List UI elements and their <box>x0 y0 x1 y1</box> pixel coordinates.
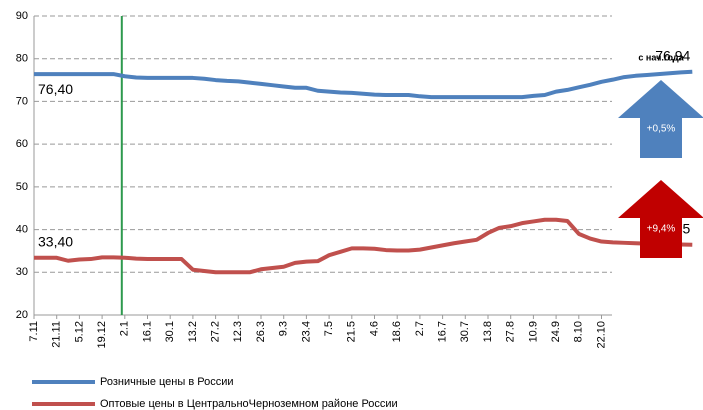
x-tick-label: 2.1 <box>119 321 131 336</box>
y-tick-label: 80 <box>16 53 28 65</box>
y-tick-label: 20 <box>16 309 28 321</box>
x-tick-label: 13.2 <box>187 321 199 342</box>
x-tick-label: 21.11 <box>51 321 63 348</box>
x-tick-label: 24.9 <box>550 321 562 342</box>
change-label: +9,4% <box>647 224 676 235</box>
x-tick-label: 9.3 <box>278 321 290 336</box>
x-tick-label: 30.1 <box>164 321 176 342</box>
series-line <box>34 69 693 100</box>
change-label: +0,5% <box>647 124 676 135</box>
x-tick-label: 30.7 <box>459 321 471 342</box>
x-tick-label: 2.7 <box>414 321 426 336</box>
x-tick-label: 18.6 <box>391 321 403 342</box>
x-tick-label: 7.5 <box>323 321 335 336</box>
x-tick-label: 5.12 <box>73 321 85 342</box>
x-tick-label: 21.5 <box>346 321 358 342</box>
x-tick-label: 7.11 <box>28 321 40 342</box>
y-tick-label: 60 <box>16 138 28 150</box>
y-tick-label: 90 <box>16 10 28 22</box>
x-tick-label: 23.4 <box>300 321 312 342</box>
series-line <box>34 217 693 275</box>
y-tick-label: 30 <box>16 266 28 278</box>
y-tick-label: 40 <box>16 223 28 235</box>
x-tick-label: 27.2 <box>210 321 222 342</box>
legend-label: Розничные цены в России <box>100 376 234 388</box>
y-tick-label: 70 <box>16 95 28 107</box>
change-arrow <box>618 180 703 258</box>
x-tick-label: 26.3 <box>255 321 267 342</box>
x-tick-label: 16.7 <box>437 321 449 342</box>
x-tick-label: 19.12 <box>96 321 108 349</box>
x-tick-label: 27.8 <box>505 321 517 342</box>
x-tick-label: 12.3 <box>232 321 244 342</box>
x-tick-label: 10.9 <box>527 321 539 342</box>
legend-label: Оптовые цены в ЦентральноЧерноземном рай… <box>100 398 398 410</box>
x-tick-label: 4.6 <box>368 321 380 336</box>
x-tick-label: 13.8 <box>482 321 494 342</box>
data-label: 76,40 <box>38 81 73 97</box>
x-tick-label: 8.10 <box>573 321 585 342</box>
x-tick-label: 22.10 <box>595 321 607 349</box>
y-tick-label: 50 <box>16 181 28 193</box>
data-label: 33,40 <box>38 233 73 249</box>
annotation-title: с нач.года <box>638 52 684 62</box>
change-arrow <box>618 80 703 158</box>
x-tick-label: 16.1 <box>141 321 153 342</box>
data-label: 76,94 <box>655 47 690 63</box>
